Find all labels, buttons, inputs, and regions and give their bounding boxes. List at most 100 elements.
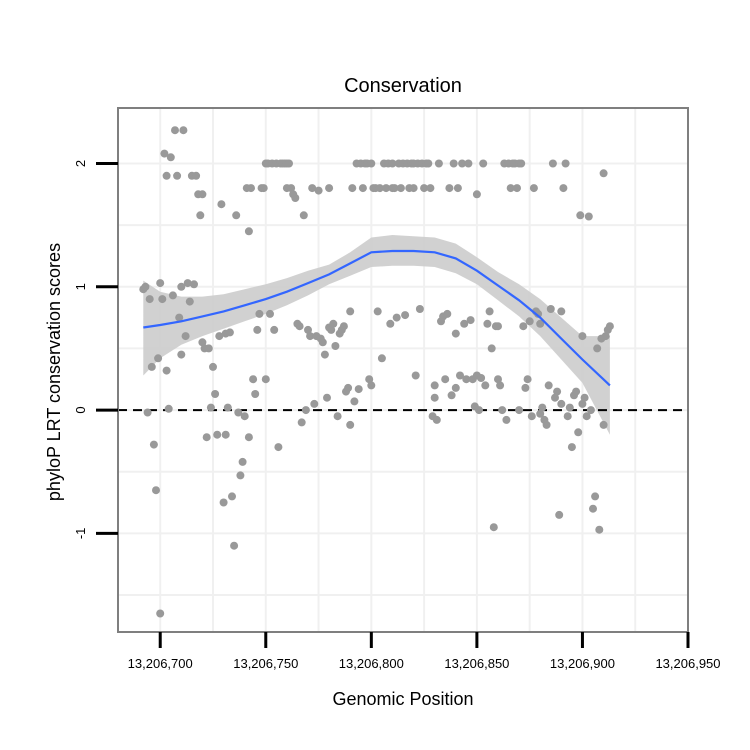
data-point	[236, 471, 245, 480]
data-point	[430, 381, 439, 390]
data-point	[304, 325, 312, 334]
data-point	[327, 325, 336, 334]
data-point	[185, 297, 194, 306]
data-point	[295, 322, 304, 331]
data-point	[538, 403, 547, 412]
confidence-ribbon-layer	[143, 235, 610, 435]
data-point	[605, 322, 614, 331]
data-point	[154, 354, 163, 363]
data-point	[409, 184, 418, 193]
data-point	[565, 403, 574, 412]
data-point	[238, 457, 247, 466]
data-point	[179, 126, 188, 135]
data-point	[261, 375, 270, 384]
data-point	[367, 381, 376, 390]
data-point	[441, 375, 450, 384]
data-point	[536, 409, 545, 418]
data-point	[152, 486, 160, 495]
data-point	[475, 406, 483, 415]
data-point	[223, 403, 232, 412]
data-point	[453, 184, 462, 193]
data-point	[206, 403, 215, 412]
data-point	[567, 443, 576, 452]
data-point	[230, 541, 239, 550]
data-point	[253, 325, 262, 334]
data-point	[314, 186, 323, 195]
axis-ticks-layer: 13,206,700 13,206,750 13,206,800 13,206,850…	[73, 160, 721, 671]
data-point	[259, 184, 268, 193]
smooth-line-layer	[143, 249, 611, 387]
data-point	[481, 381, 490, 390]
data-point	[346, 420, 355, 429]
data-point	[523, 375, 532, 384]
data-point	[593, 344, 602, 353]
data-point	[149, 440, 158, 449]
data-point	[221, 430, 230, 439]
data-point	[578, 332, 587, 341]
data-point	[160, 149, 169, 158]
data-point	[156, 609, 165, 618]
x-tick-label: 13,206,700	[128, 656, 193, 671]
data-point	[477, 374, 486, 382]
x-tick-label: 13,206,900	[550, 656, 615, 671]
data-point	[589, 504, 597, 513]
data-point	[534, 309, 543, 318]
data-point	[198, 338, 207, 347]
data-point	[320, 350, 329, 359]
x-tick-label: 13,206,750	[233, 656, 298, 671]
data-point	[390, 184, 399, 193]
data-point	[496, 381, 505, 390]
data-point	[447, 391, 456, 400]
data-point	[234, 408, 243, 417]
data-point	[542, 420, 551, 429]
y-tick-label: 2	[73, 160, 88, 167]
data-point	[525, 317, 534, 326]
data-point	[346, 307, 355, 316]
data-point	[251, 390, 260, 398]
data-point	[333, 412, 342, 421]
data-point	[546, 305, 555, 313]
data-point	[204, 344, 213, 353]
data-point	[291, 194, 300, 202]
data-point	[506, 184, 515, 193]
data-point	[420, 184, 429, 193]
data-point	[348, 184, 357, 193]
data-point	[232, 211, 241, 220]
data-point	[166, 153, 175, 162]
data-point	[396, 184, 405, 193]
data-point	[177, 282, 186, 291]
data-point	[521, 383, 530, 392]
data-point	[308, 184, 317, 193]
data-point	[415, 305, 424, 313]
data-point	[325, 184, 334, 193]
data-point	[559, 184, 568, 193]
data-point	[574, 428, 583, 437]
y-tick-label: 1	[73, 283, 88, 290]
data-point	[306, 332, 315, 341]
data-point	[266, 309, 274, 318]
data-point	[147, 362, 156, 371]
data-point	[213, 430, 222, 439]
data-point	[544, 381, 553, 390]
data-point	[515, 406, 524, 415]
data-point	[323, 393, 331, 402]
data-point	[388, 159, 397, 168]
y-tick-label: -1	[73, 528, 88, 540]
data-point	[580, 393, 589, 402]
data-point	[426, 184, 435, 193]
data-point	[456, 371, 464, 380]
data-point	[141, 282, 150, 291]
data-point	[274, 443, 283, 452]
data-point	[494, 322, 502, 331]
data-point	[485, 307, 494, 316]
chart-title: Conservation	[344, 75, 462, 97]
data-point	[196, 211, 205, 220]
data-point	[434, 159, 443, 168]
data-point	[198, 190, 207, 199]
data-point	[344, 383, 353, 392]
data-point	[401, 311, 410, 320]
data-point	[466, 316, 475, 325]
data-point	[143, 408, 152, 417]
data-point	[183, 279, 192, 288]
